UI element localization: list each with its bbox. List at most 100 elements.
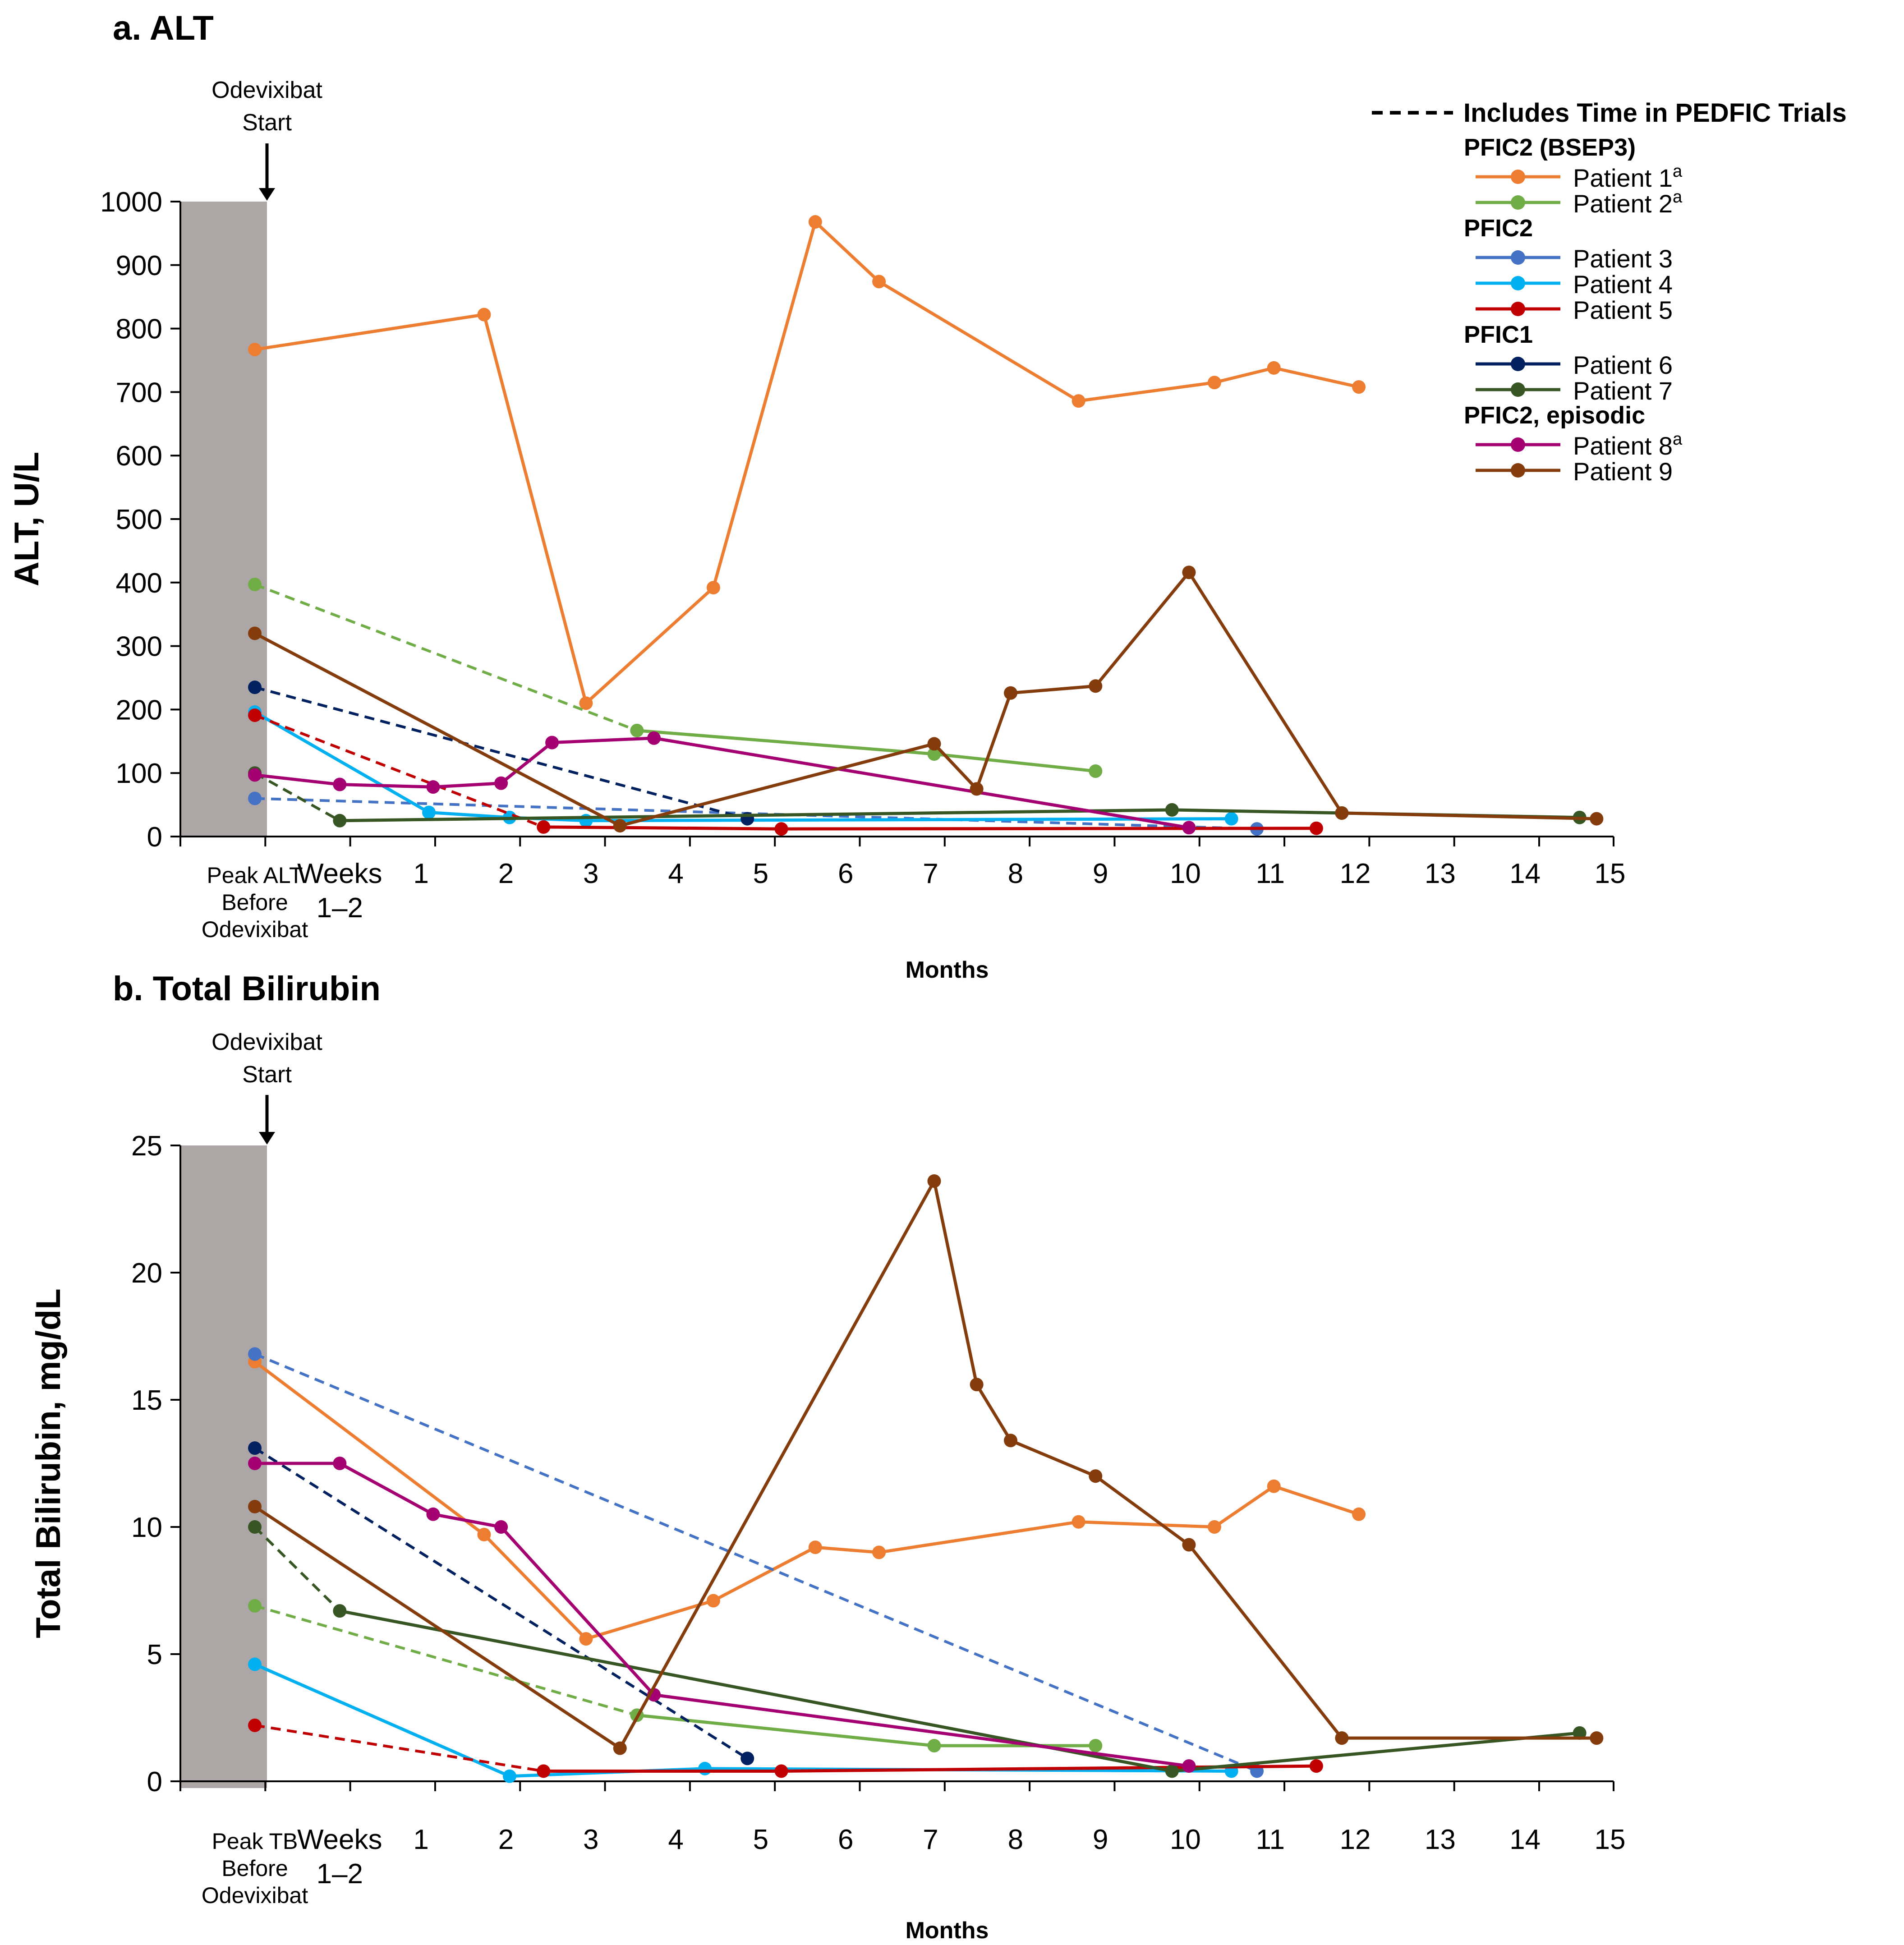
data-point — [248, 1718, 262, 1732]
data-point — [545, 736, 559, 749]
odevixibat-start-label: Odevixibat — [212, 77, 322, 103]
data-point — [248, 1657, 262, 1671]
series-segment — [934, 752, 1096, 773]
series-segment — [1010, 1439, 1096, 1478]
data-point — [248, 343, 262, 357]
odevixibat-start-label: Odevixibat — [212, 1029, 322, 1055]
data-point — [1352, 1507, 1366, 1521]
y-tick-label: 500 — [116, 504, 162, 535]
legend-item-label: Patient 3 — [1573, 244, 1673, 273]
series-segment — [975, 1384, 1012, 1442]
series-segment — [712, 221, 817, 589]
data-point — [927, 737, 941, 751]
data-point — [1207, 1520, 1221, 1534]
x-tick-label: 8 — [1008, 1824, 1023, 1855]
data-point — [477, 308, 491, 322]
series-patient-5 — [248, 708, 1323, 836]
data-point — [808, 1540, 822, 1554]
series-segment — [1172, 808, 1342, 815]
legend-group-header: PFIC2 (BSEP3) — [1464, 134, 1636, 161]
data-point — [1309, 1759, 1323, 1773]
legend-item-label: Patient 7 — [1573, 377, 1673, 405]
x-tick-label: Odevixibat — [202, 917, 308, 942]
legend-item-label: Patient 6 — [1573, 351, 1673, 379]
x-tick-label: 12 — [1340, 1824, 1371, 1855]
legend-item-label: Patient 1a — [1573, 162, 1683, 192]
legend-swatch-marker — [1511, 382, 1525, 397]
data-point — [248, 1599, 262, 1613]
data-point — [537, 1764, 551, 1778]
series-patient-1 — [248, 1355, 1366, 1646]
data-point — [494, 776, 508, 790]
data-point — [927, 1739, 941, 1753]
odevixibat-start-label: Start — [242, 110, 292, 136]
data-point — [1165, 803, 1179, 817]
data-point — [426, 780, 440, 794]
series-segment — [975, 692, 1012, 790]
data-point — [1165, 1764, 1179, 1778]
data-point — [1590, 812, 1604, 826]
data-point — [1089, 1469, 1103, 1483]
data-point — [1224, 812, 1238, 826]
series-segment — [543, 825, 782, 831]
bilirubin-chart: b. Total BilirubinOdevixibatStart0510152… — [29, 970, 1625, 1944]
legend-swatch-marker — [1511, 302, 1525, 316]
x-tick-label: 13 — [1425, 858, 1456, 889]
series-segment — [552, 736, 654, 745]
series-segment — [1273, 366, 1359, 389]
series-segment — [1094, 571, 1191, 687]
start-arrow-head — [259, 188, 275, 201]
x-tick-label: 15 — [1595, 858, 1626, 889]
data-point — [333, 1604, 347, 1618]
data-point — [494, 1520, 508, 1534]
series-segment — [483, 1533, 587, 1640]
legend-swatch-marker — [1511, 463, 1525, 478]
x-tick-label: Odevixibat — [202, 1883, 308, 1908]
y-tick-label: 800 — [116, 314, 162, 345]
y-tick-label: 200 — [116, 694, 162, 726]
series-segment — [254, 1663, 510, 1778]
x-tick-label: Weeks — [297, 858, 382, 889]
data-point — [1267, 1479, 1281, 1493]
data-point — [1207, 376, 1221, 390]
series-segment — [340, 783, 433, 789]
series-segment — [253, 1526, 341, 1612]
x-tick-label: Before — [221, 890, 288, 915]
y-tick-label: 0 — [147, 1766, 162, 1798]
y-tick-label: 15 — [131, 1385, 162, 1416]
x-tick-label: 5 — [753, 858, 768, 889]
y-tick-label: 20 — [131, 1258, 162, 1289]
data-point — [248, 708, 262, 722]
series-segment — [254, 797, 1257, 831]
data-point — [248, 1499, 262, 1513]
series-patient-4 — [248, 705, 1238, 828]
series-segment — [1078, 1520, 1215, 1529]
data-point — [333, 814, 347, 828]
data-point — [248, 1457, 262, 1470]
data-point — [579, 1632, 593, 1646]
data-point — [613, 819, 627, 833]
series-segment — [713, 1546, 816, 1602]
data-point — [537, 820, 551, 834]
series-segment — [432, 1513, 501, 1529]
x-tick-label: 6 — [838, 1824, 853, 1855]
legend-item-label: Patient 9 — [1573, 457, 1673, 486]
series-segment — [933, 1181, 979, 1385]
series-segment — [653, 1693, 1189, 1768]
legend-item-label: Patient 2a — [1573, 188, 1683, 218]
data-point — [1335, 1731, 1349, 1745]
data-point — [740, 1752, 754, 1766]
data-point — [1089, 764, 1103, 778]
x-tick-label: 4 — [668, 1824, 683, 1855]
data-point — [1182, 821, 1196, 835]
data-point — [613, 1741, 627, 1755]
data-point — [1089, 679, 1103, 693]
series-segment — [618, 1180, 936, 1749]
x-tick-label: Peak TB — [212, 1829, 298, 1854]
data-point — [1182, 1538, 1196, 1552]
data-point — [1003, 1434, 1017, 1448]
x-tick-label: 11 — [1256, 858, 1285, 889]
data-point — [970, 1378, 984, 1392]
data-point — [774, 822, 788, 836]
y-tick-label: 300 — [116, 631, 162, 662]
